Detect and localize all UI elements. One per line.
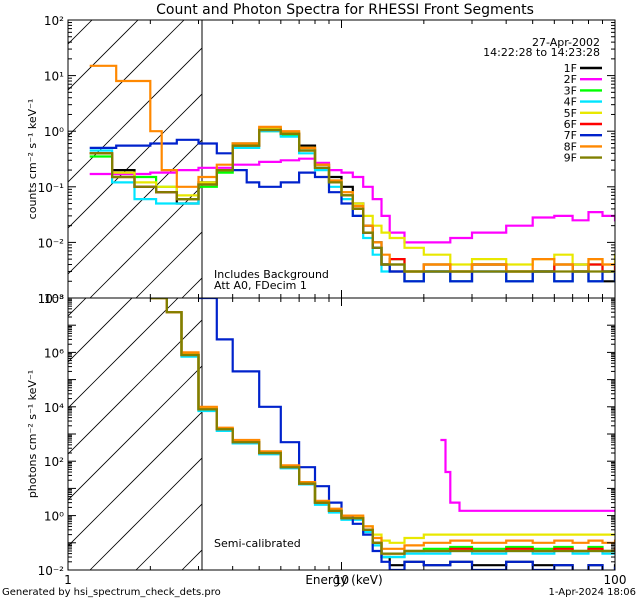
hatch-line — [68, 20, 185, 137]
series-group-bottom — [150, 298, 615, 570]
y-tick-label: 10⁴ — [44, 401, 64, 415]
hatch-line — [68, 365, 202, 501]
hatch-line — [68, 298, 179, 409]
series-line-6f — [89, 128, 615, 273]
legend-label-7f: 7F — [564, 129, 577, 142]
series-group-top — [89, 64, 615, 283]
series-line-3f — [89, 130, 615, 273]
series-line-5f — [89, 127, 615, 266]
hatch-line — [68, 93, 202, 229]
series-line-8f — [89, 64, 615, 273]
legend-label-9f: 9F — [564, 152, 577, 165]
x-tick-label: 1 — [64, 573, 72, 587]
y-tick-label: 10² — [44, 14, 64, 28]
axis-tick-labels: 10⁻³ 10⁻² 10⁻¹ 10⁰ 10¹ 10² 10⁻² 10⁰ 10² 10⁴ 10⁶ 10⁸… — [38, 14, 627, 587]
y-tick-label: 10⁰ — [44, 125, 64, 139]
series-line-2f — [89, 157, 615, 244]
top-y-axis-label: counts cm⁻² s⁻¹ keV⁻¹ — [26, 99, 39, 220]
y-tick-label: 10⁻³ — [38, 292, 65, 306]
x-tick-label: 100 — [604, 573, 627, 587]
y-tick-label: 10² — [44, 455, 64, 469]
hatch-line — [412, 0, 640, 298]
hatch-line — [68, 20, 139, 91]
hatch-line — [135, 503, 202, 570]
hatch-line — [68, 47, 202, 183]
footer-generated-by: Generated by hsi_spectrum_check_dets.pro — [2, 587, 221, 598]
legend-label-4f: 4F — [564, 96, 577, 109]
y-tick-label: 10⁻² — [38, 564, 65, 578]
hatch-line — [68, 411, 202, 547]
hatch-line — [68, 319, 202, 455]
hatch-line — [68, 20, 93, 45]
series-line-9f — [150, 298, 615, 555]
y-tick-label: 10⁻² — [38, 236, 65, 250]
y-tick-label: 10⁻¹ — [38, 181, 65, 195]
hatched-region-top — [0, 0, 640, 298]
legend-label-1f: 1F — [564, 62, 577, 75]
hatch-line — [181, 277, 202, 298]
y-tick-label: 10⁰ — [44, 510, 64, 524]
annotation-semi-calibrated: Semi-calibrated — [214, 537, 301, 550]
plot-frame-top — [67, 19, 616, 299]
series-line-9f — [89, 128, 615, 273]
hatch-line — [68, 139, 202, 275]
y-tick-label: 10⁶ — [44, 346, 64, 360]
series-line-6f — [150, 298, 615, 555]
hatch-line — [89, 185, 202, 298]
legend-label-8f: 8F — [564, 140, 577, 153]
footer-timestamp: 1-Apr-2024 18:06 — [549, 587, 636, 598]
y-tick-label: 10⁸ — [44, 292, 64, 306]
x-tick-label: 10 — [334, 573, 349, 587]
legend-label-6f: 6F — [564, 118, 577, 131]
hatch-line — [228, 0, 548, 298]
plot-frame-bottom — [67, 297, 616, 571]
legend-label-5f: 5F — [564, 107, 577, 120]
hatch-line — [0, 0, 88, 298]
time-range-label: 14:22:28 to 14:23:28 — [483, 46, 600, 59]
axis-ticks — [67, 19, 616, 571]
annotation-includes-background: Includes Background — [214, 268, 329, 281]
hatch-line — [89, 457, 202, 570]
chart-title: Count and Photon Spectra for RHESSI Fron… — [156, 2, 534, 18]
annotation-attenuator: Att A0, FDecim 1 — [214, 279, 307, 292]
series-line-7f — [198, 298, 615, 570]
legend-label-3f: 3F — [564, 84, 577, 97]
legend-label-2f: 2F — [564, 73, 577, 86]
hatch-line — [68, 298, 87, 317]
hatch-line — [68, 298, 133, 363]
hatched-region-bottom — [68, 298, 202, 570]
x-axis-label: Energy (keV) — [305, 573, 382, 587]
hatch-line — [135, 231, 202, 298]
y-tick-label: 10¹ — [44, 70, 64, 84]
bottom-y-axis-label: photons cm⁻² s⁻¹ keV⁻¹ — [26, 370, 39, 498]
date-label: 27-Apr-2002 — [532, 36, 600, 49]
series-line-2f — [440, 438, 615, 512]
series-line-5f — [150, 298, 615, 544]
